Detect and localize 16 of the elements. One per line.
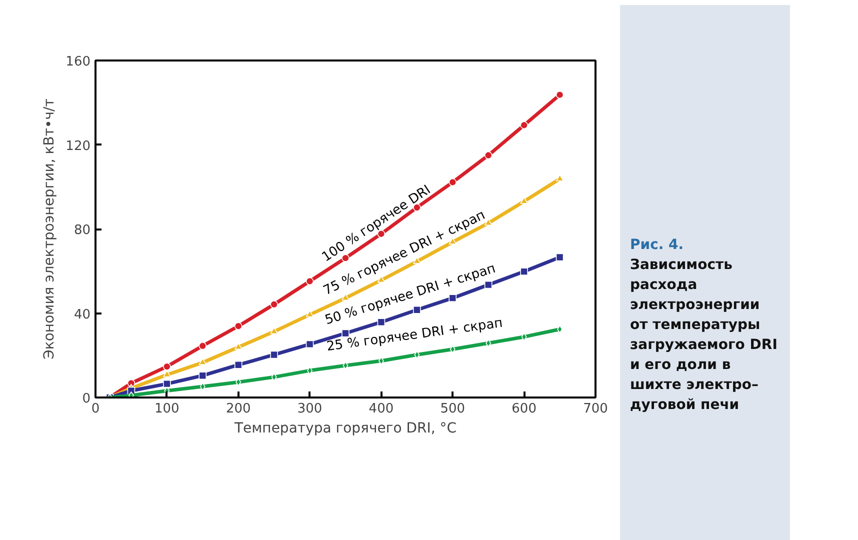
x-tick-label: 400 <box>368 402 394 416</box>
x-tick-label: 300 <box>297 402 322 416</box>
text: Рис. 4. <box>630 236 685 255</box>
x-tick-label: 600 <box>512 402 536 416</box>
y-tick-label: 120 <box>66 138 91 154</box>
x-tick-label: 100 <box>154 402 180 416</box>
y-axis-title: Экономия электроэнергии, кВт•ч/т <box>42 98 58 360</box>
text: Зависимость расхода электроэнергии от температуры загружаемого DRI и его доли в шихте электро–дуговой печи <box>630 256 778 415</box>
x-tick-label: 200 <box>226 402 251 416</box>
x-axis-title: Температура горячего DRI, °C <box>233 420 457 436</box>
y-tick-label: 40 <box>74 307 91 322</box>
x-tick-label: 500 <box>440 402 466 416</box>
y-tick-label: 160 <box>66 54 91 70</box>
y-tick-label: 80 <box>74 223 91 238</box>
y-tick-label: 0 <box>82 392 91 406</box>
x-tick-label: 700 <box>583 402 608 416</box>
